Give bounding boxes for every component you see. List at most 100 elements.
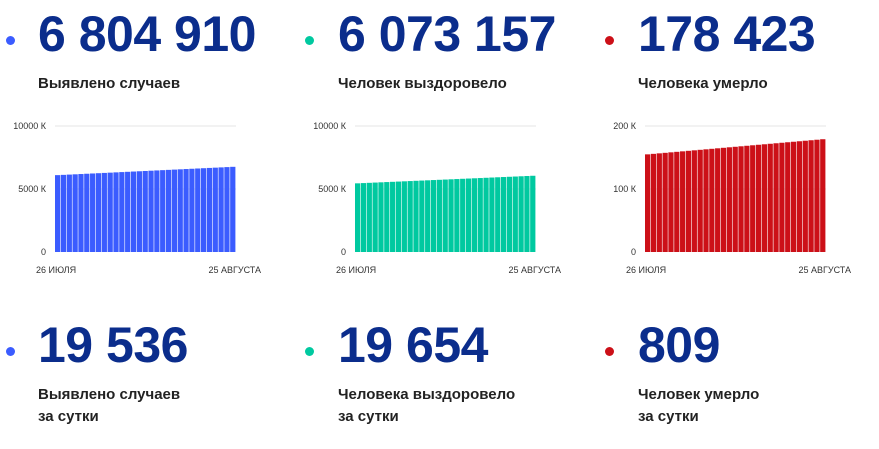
daily-cases-label-line1: Выявлено случаев xyxy=(38,386,181,403)
bar xyxy=(212,167,218,252)
bar xyxy=(119,172,125,252)
daily-recovered-label-line2: за сутки xyxy=(338,408,399,425)
bar xyxy=(90,173,96,252)
bar xyxy=(668,152,674,252)
y-tick-label: 100 К xyxy=(613,184,637,194)
bar xyxy=(645,154,651,252)
daily-deaths-value: 809 xyxy=(638,317,720,373)
bar xyxy=(454,179,460,252)
bar xyxy=(60,174,67,252)
bar xyxy=(790,141,797,252)
total-deaths-label: Человека умерло xyxy=(638,75,768,92)
bar xyxy=(154,170,160,252)
x-start-label: 26 ИЮЛЯ xyxy=(626,265,666,275)
bar xyxy=(224,167,230,252)
bar xyxy=(814,139,820,252)
bar xyxy=(460,178,466,252)
bar xyxy=(66,174,72,252)
bar xyxy=(471,178,478,252)
bar xyxy=(755,144,762,252)
bar xyxy=(160,170,166,252)
bar xyxy=(785,142,791,252)
bar xyxy=(413,180,419,252)
bar xyxy=(218,167,224,252)
total-recovered-label: Человек выздоровело xyxy=(338,75,507,92)
bar xyxy=(448,179,454,252)
bar xyxy=(495,177,501,252)
y-tick-label: 10000 К xyxy=(313,121,347,131)
bar xyxy=(372,182,378,252)
x-end-label: 25 АВГУСТА xyxy=(208,265,261,275)
y-tick-label: 5000 К xyxy=(18,184,47,194)
bar xyxy=(709,148,715,252)
bar xyxy=(477,178,483,252)
total-recovered-value: 6 073 157 xyxy=(338,6,556,62)
deaths-indicator-dot xyxy=(605,36,614,45)
bar xyxy=(820,139,826,252)
bar xyxy=(512,176,518,252)
y-tick-label: 5000 К xyxy=(318,184,347,194)
bar xyxy=(230,166,236,252)
bar xyxy=(390,181,396,252)
y-tick-label: 10000 К xyxy=(13,121,47,131)
bar xyxy=(796,141,803,252)
bar xyxy=(524,176,530,252)
deaths-chart: 0 100 К 200 К 26 ИЮЛЯ 25 АВГУСТА xyxy=(590,115,870,285)
x-start-label: 26 ИЮЛЯ xyxy=(336,265,376,275)
cases-chart: 0 5000 К 10000 К 26 ИЮЛЯ 25 АВГУСТА xyxy=(0,115,280,285)
bar xyxy=(732,146,738,252)
bar xyxy=(738,146,744,252)
bar xyxy=(165,169,172,252)
y-tick-label: 0 xyxy=(41,247,46,257)
bar xyxy=(419,180,425,252)
y-tick-label: 200 К xyxy=(613,121,637,131)
bar xyxy=(779,142,785,252)
bar xyxy=(130,171,137,252)
bar xyxy=(378,182,384,252)
bar xyxy=(430,180,437,252)
bar xyxy=(691,150,697,252)
daily-cases-label-line2: за сутки xyxy=(38,408,99,425)
bar xyxy=(674,151,680,252)
x-end-label: 25 АВГУСТА xyxy=(798,265,851,275)
total-cases-value: 6 804 910 xyxy=(38,6,256,62)
cases-bar-chart: 0 5000 К 10000 К 26 ИЮЛЯ 25 АВГУСТА xyxy=(13,121,261,275)
bar xyxy=(685,150,692,252)
cases-indicator-dot xyxy=(6,36,15,45)
bar xyxy=(384,182,390,252)
y-tick-label: 0 xyxy=(341,247,346,257)
deaths-bar-chart: 0 100 К 200 К 26 ИЮЛЯ 25 АВГУСТА xyxy=(613,121,851,275)
bar xyxy=(125,171,131,252)
bar xyxy=(500,177,507,252)
bar xyxy=(142,170,148,252)
bar xyxy=(656,153,662,252)
bar xyxy=(720,147,727,252)
bar xyxy=(489,177,495,252)
bar xyxy=(78,174,84,252)
bar xyxy=(107,172,113,252)
bar xyxy=(101,172,107,252)
bar xyxy=(195,168,201,252)
bar xyxy=(715,148,721,252)
bar xyxy=(442,179,448,252)
daily-deaths-label-line1: Человек умерло xyxy=(638,386,760,403)
daily-cases-value: 19 536 xyxy=(38,317,188,373)
bar xyxy=(436,179,442,252)
bar xyxy=(395,181,402,252)
bar xyxy=(136,171,142,252)
bar xyxy=(407,181,413,252)
bar xyxy=(206,167,213,252)
bar xyxy=(360,183,367,252)
bar xyxy=(726,147,732,252)
bar xyxy=(650,153,657,252)
bar xyxy=(530,175,536,252)
bar xyxy=(773,143,779,252)
daily-recovered-indicator-dot xyxy=(305,347,314,356)
bar xyxy=(750,145,756,252)
recovered-indicator-dot xyxy=(305,36,314,45)
recovered-chart: 0 5000 К 10000 К 26 ИЮЛЯ 25 АВГУСТА xyxy=(300,115,580,285)
bar xyxy=(113,172,119,252)
bar xyxy=(72,174,78,252)
bar xyxy=(680,151,686,252)
daily-cases-indicator-dot xyxy=(6,347,15,356)
